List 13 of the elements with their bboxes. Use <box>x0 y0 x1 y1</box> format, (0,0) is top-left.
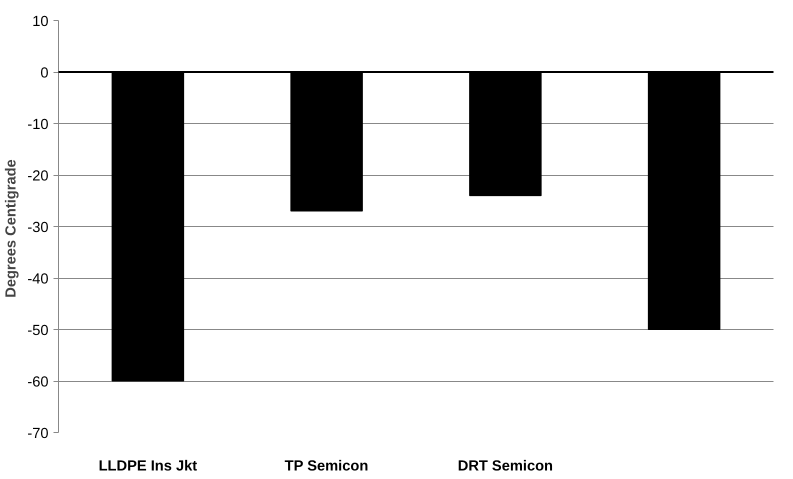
y-tick-label: -50 <box>27 323 49 339</box>
y-tick-label: -30 <box>27 220 49 236</box>
y-tick-label: -40 <box>27 272 49 288</box>
y-tick-label: -60 <box>27 374 49 390</box>
x-tick-label: LLDPE Ins Jkt <box>98 458 198 474</box>
y-tick-label: 10 <box>32 14 49 30</box>
y-tick-label: -10 <box>27 117 49 133</box>
y-tick-label: -20 <box>27 168 49 184</box>
y-axis-title: Degrees Centigrade <box>3 159 20 298</box>
y-tick-label: 0 <box>40 66 49 82</box>
y-tick-label: -70 <box>27 426 49 442</box>
x-tick-label: DRT Semicon <box>458 458 554 474</box>
x-tick-label: TP Semicon <box>284 458 368 474</box>
